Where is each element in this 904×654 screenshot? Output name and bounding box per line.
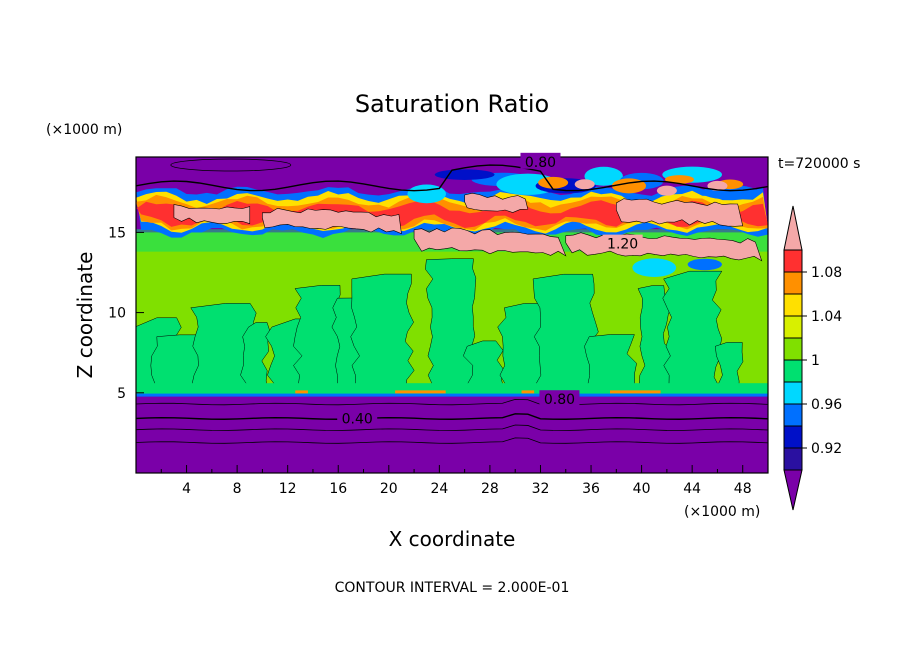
hotspot bbox=[610, 390, 661, 394]
colorbar-box bbox=[783, 359, 803, 383]
moist-blob bbox=[632, 258, 677, 277]
colorbar-box bbox=[783, 425, 803, 449]
contour-line bbox=[136, 164, 768, 192]
layer-lower-dry bbox=[136, 394, 768, 473]
x-tick-label: 8 bbox=[233, 481, 242, 497]
plume-region bbox=[350, 273, 415, 395]
colorbar-box bbox=[783, 381, 803, 405]
contour-label: 0.80 bbox=[544, 392, 575, 408]
colorbar-tick-label: 0.96 bbox=[811, 397, 842, 413]
supersaturated-core bbox=[173, 204, 251, 225]
supersaturated-core bbox=[616, 198, 744, 227]
supersaturated-core bbox=[464, 192, 529, 213]
y-unit-label: (×1000 m) bbox=[46, 122, 122, 138]
plot-area bbox=[136, 157, 768, 473]
contour-label-bg bbox=[520, 152, 561, 169]
x-tick-label: 24 bbox=[430, 481, 448, 497]
plume-region bbox=[240, 322, 271, 395]
x-tick-label: 48 bbox=[734, 481, 752, 497]
contour-label: 0.80 bbox=[525, 155, 556, 171]
colorbar-box bbox=[783, 249, 803, 273]
colorbar-tick-label: 1.08 bbox=[811, 265, 842, 281]
colorbar-box bbox=[783, 337, 803, 361]
moist-blob-warm bbox=[538, 176, 569, 189]
colorbar-tick-label: 1 bbox=[811, 353, 820, 369]
hotspot bbox=[295, 390, 308, 394]
y-tick-label: 15 bbox=[108, 225, 126, 241]
contour-line bbox=[136, 424, 768, 431]
x-tick-label: 32 bbox=[532, 481, 550, 497]
moist-blob-pink bbox=[656, 185, 677, 196]
contour-line bbox=[136, 398, 768, 406]
base-band bbox=[136, 383, 768, 395]
hotspot bbox=[521, 390, 535, 394]
colorbar-max-triangle bbox=[783, 205, 803, 251]
colorbar-box bbox=[783, 271, 803, 295]
contour-label-bg bbox=[602, 234, 643, 251]
colorbar-box bbox=[783, 315, 803, 339]
x-axis-label: X coordinate bbox=[389, 527, 516, 551]
colorbar-tick-label: 1.04 bbox=[811, 309, 842, 325]
moist-blob bbox=[434, 169, 495, 180]
x-tick-label: 36 bbox=[582, 481, 600, 497]
x-tick-label: 44 bbox=[683, 481, 701, 497]
contour-line bbox=[136, 413, 768, 420]
x-unit-label: (×1000 m) bbox=[684, 504, 760, 520]
contour-interval-footer: CONTOUR INTERVAL = 2.000E-01 bbox=[335, 580, 570, 596]
colorbar-min-triangle bbox=[783, 469, 803, 511]
y-tick-label: 10 bbox=[108, 306, 126, 322]
cloud-red bbox=[136, 200, 768, 229]
x-tick-label: 28 bbox=[481, 481, 499, 497]
moist-blob bbox=[584, 166, 623, 186]
colorbar-box bbox=[783, 447, 803, 471]
x-tick-label: 16 bbox=[329, 481, 347, 497]
hotspot bbox=[395, 390, 446, 394]
contour-label: 1.20 bbox=[607, 237, 638, 253]
y-axis-label: Z coordinate bbox=[73, 252, 97, 379]
moist-blob-pink bbox=[574, 179, 595, 190]
plot-frame bbox=[135, 156, 769, 474]
moist-blob-pink bbox=[707, 180, 728, 191]
moist-blob-warm bbox=[664, 175, 695, 184]
chart-title: Saturation Ratio bbox=[355, 90, 549, 118]
x-tick-label: 20 bbox=[380, 481, 398, 497]
boundary-blue bbox=[136, 393, 768, 397]
colorbar-box bbox=[783, 403, 803, 427]
colorbar: 0.92 0.96 1 1.04 1.08 bbox=[783, 205, 842, 511]
moist-blob-warm bbox=[611, 178, 647, 194]
contour-label: 0.40 bbox=[342, 411, 373, 427]
x-tick-label: 40 bbox=[633, 481, 651, 497]
colorbar-tick-label: 0.92 bbox=[811, 441, 842, 457]
colorbar-box bbox=[783, 293, 803, 317]
moist-blob bbox=[687, 258, 722, 271]
time-label: t=720000 s bbox=[778, 156, 860, 172]
x-tick-label: 4 bbox=[182, 481, 191, 497]
contour-line bbox=[136, 437, 768, 444]
supersaturated-core bbox=[413, 227, 567, 257]
supersaturated-core bbox=[262, 207, 402, 235]
x-tick-label: 12 bbox=[279, 481, 297, 497]
contour-label-bg bbox=[539, 390, 580, 407]
y-tick-label: 5 bbox=[117, 386, 126, 402]
contour-line bbox=[170, 158, 292, 172]
contour-label-bg bbox=[337, 409, 378, 426]
